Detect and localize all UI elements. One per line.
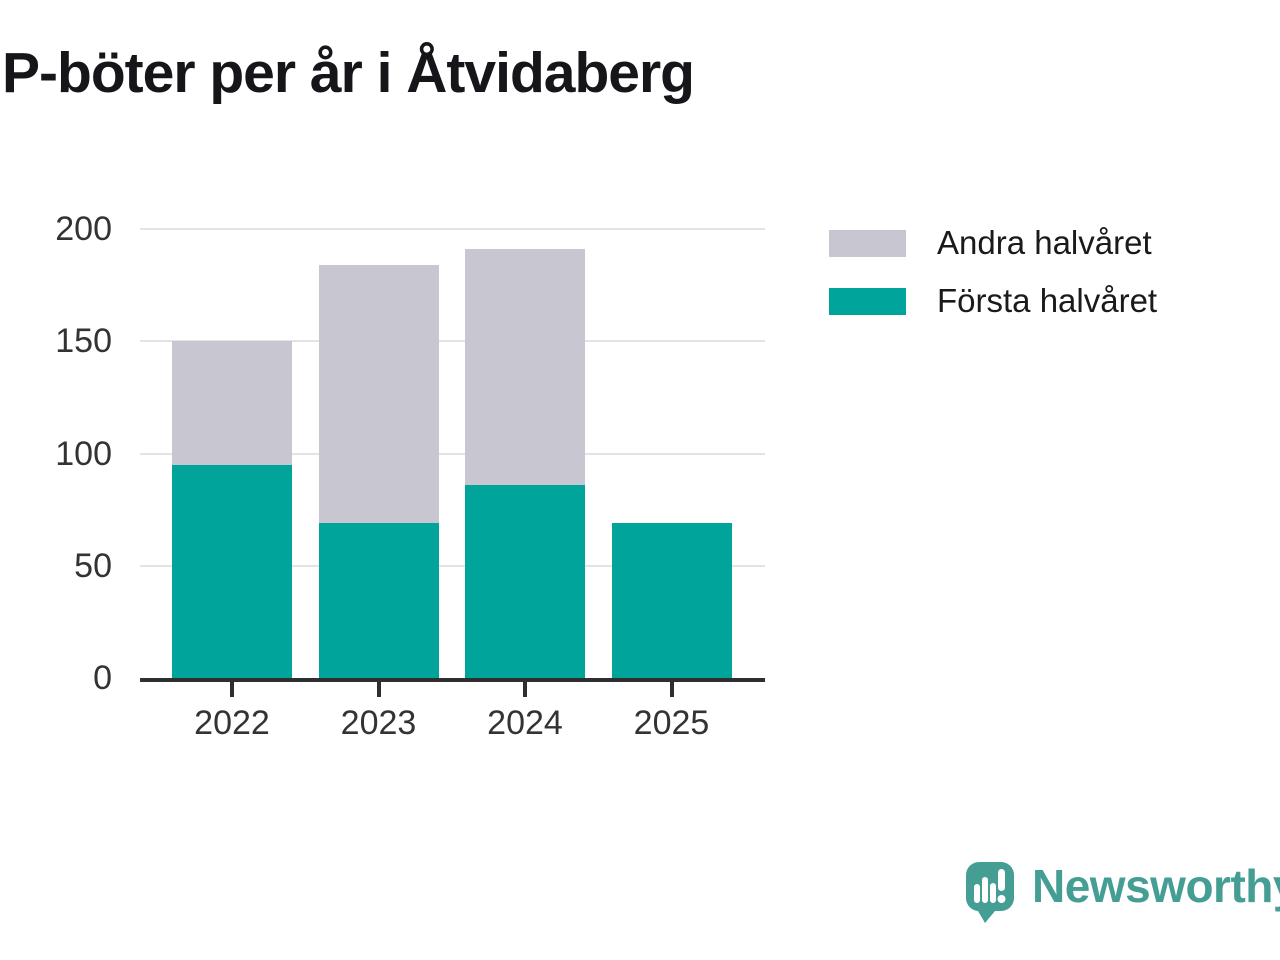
y-axis-tick-label-50: 50 bbox=[74, 546, 112, 585]
gridline-150 bbox=[140, 340, 765, 343]
y-axis-tick-label-150: 150 bbox=[55, 322, 112, 361]
legend-swatch-forsta-halvaret bbox=[829, 287, 906, 315]
x-axis-tick-label-2025: 2025 bbox=[633, 704, 710, 742]
gridline-100 bbox=[140, 452, 765, 455]
x-axis-tick-label-2023: 2023 bbox=[340, 704, 417, 742]
legend-swatch-andra-halvaret bbox=[829, 229, 906, 257]
x-axis-tick-2024 bbox=[523, 682, 527, 697]
bar-2023-andra-halv-ret bbox=[318, 264, 439, 524]
y-axis-tick-label-200: 200 bbox=[55, 210, 112, 248]
plot-area bbox=[140, 228, 765, 682]
newsworthy-logo: Newsworthy bbox=[966, 862, 1280, 924]
gridline-200 bbox=[140, 228, 765, 230]
gridline-50 bbox=[140, 564, 765, 567]
y-axis-tick-label-0: 0 bbox=[93, 659, 112, 697]
y-axis-tick-label-100: 100 bbox=[55, 434, 112, 473]
x-axis-tick-label-2022: 2022 bbox=[194, 704, 270, 742]
bar-2024-f-rsta-halv-ret bbox=[465, 484, 585, 678]
bar-2025-f-rsta-halv-ret bbox=[611, 523, 732, 678]
newsworthy-logo-text: Newsworthy bbox=[1032, 860, 1280, 912]
legend-item-forsta-halvaret: Första halvåret bbox=[829, 282, 1158, 319]
bar-2024-andra-halv-ret bbox=[465, 249, 585, 485]
bar-2023-f-rsta-halv-ret bbox=[318, 523, 439, 678]
x-axis-tick-2022 bbox=[230, 682, 234, 697]
legend-item-andra-halvaret: Andra halvåret bbox=[829, 224, 1157, 261]
x-axis-tick-label-2024: 2024 bbox=[487, 704, 563, 742]
x-axis-tick-2023 bbox=[376, 682, 381, 697]
newsworthy-logo-icon bbox=[966, 862, 1014, 923]
bar-2022-f-rsta-halv-ret bbox=[172, 464, 292, 678]
legend: Andra halvåret Första halvåret bbox=[829, 224, 1158, 342]
bar-2022-andra-halv-ret bbox=[172, 341, 292, 465]
legend-label-andra-halvaret: Andra halvåret bbox=[937, 224, 1152, 261]
chart-title: P-böter per år i Åtvidaberg bbox=[2, 41, 695, 105]
x-axis-tick-2025 bbox=[669, 682, 674, 697]
legend-label-forsta-halvaret: Första halvåret bbox=[937, 282, 1158, 319]
